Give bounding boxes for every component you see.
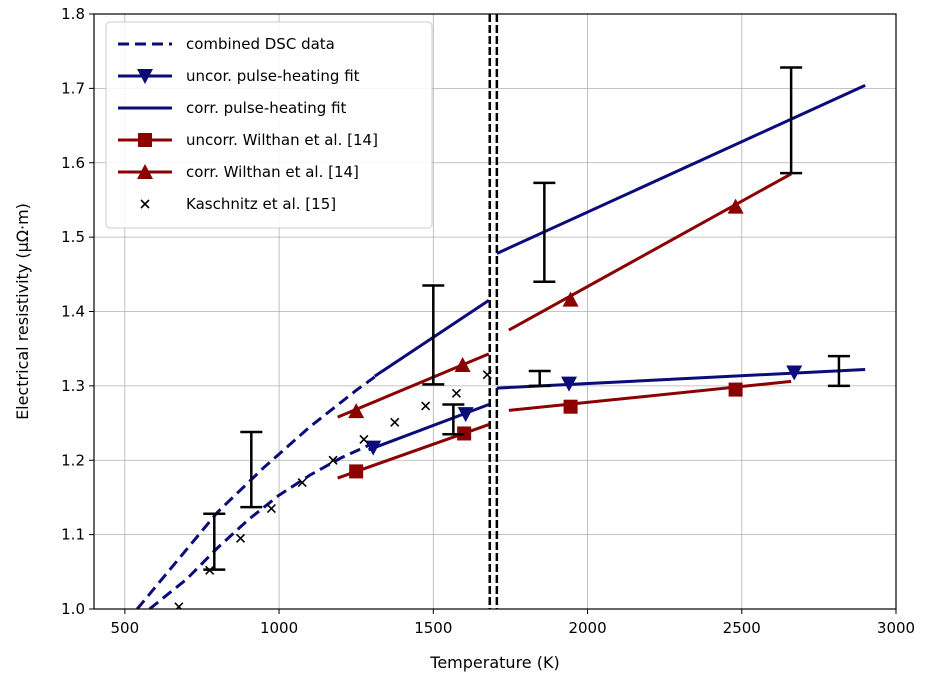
x-tick-label-3: 2000: [568, 619, 606, 637]
x-tick-label-0: 500: [111, 619, 140, 637]
series-5-point-7-b: [390, 417, 400, 427]
series-5-point-7: [390, 417, 400, 427]
plot-area: [136, 14, 866, 609]
series-1-marker-2: [561, 376, 578, 392]
series-1-marker-0: [365, 440, 382, 456]
y-tick-label-7: 1.7: [61, 79, 85, 97]
x-axis-label: Temperature (K): [429, 653, 559, 672]
series-5-point-0: [174, 602, 184, 609]
series-4-marker-1: [454, 357, 471, 373]
series-5-point-3: [266, 504, 276, 514]
error-bar-4: [528, 369, 551, 388]
legend-label-3: uncorr. Wilthan et al. [14]: [186, 131, 378, 149]
y-tick-label-6: 1.6: [61, 154, 85, 172]
series-1-segment-1: [496, 368, 866, 390]
series-5-point-10-b: [482, 370, 492, 380]
legend-entry-1: uncor. pulse-heating fit: [118, 67, 360, 85]
x-tick-label-4: 2500: [723, 619, 761, 637]
legend-entry-5: Kaschnitz et al. [15]: [140, 195, 336, 213]
error-bar-1: [240, 430, 263, 509]
series-5-point-9-b: [451, 388, 462, 398]
error-bar-7: [827, 354, 850, 388]
legend-label-5: Kaschnitz et al. [15]: [186, 195, 336, 213]
series-4-marker-2: [562, 291, 579, 307]
series-5-point-5-b: [328, 455, 338, 465]
series-3-segment-1: [508, 379, 792, 412]
series-5-point-8: [421, 401, 431, 411]
y-tick-label-4: 1.4: [61, 303, 85, 321]
series-5-point-4: [297, 477, 307, 488]
series-5-point-10: [482, 370, 492, 380]
error-bar-0: [203, 512, 226, 571]
x-tick-label-5: 3000: [877, 619, 915, 637]
y-tick-label-2: 1.2: [61, 451, 85, 469]
series-0: [136, 375, 376, 609]
series-5-point-9: [451, 388, 462, 398]
series-5-point-6-b: [359, 434, 369, 444]
series-2-segment-0: [373, 299, 490, 378]
series-5-point-2: [235, 533, 246, 543]
legend-label-2: corr. pulse-heating fit: [186, 99, 347, 117]
legend-label-0: combined DSC data: [186, 35, 335, 53]
legend: combined DSC data uncor. pulse-heating fi…: [105, 21, 433, 229]
series-3: [337, 379, 792, 480]
series-5-point-5: [328, 455, 338, 465]
x-tick-label-1: 1000: [260, 619, 298, 637]
series-5-point-4-b: [297, 477, 307, 488]
series-4: [337, 172, 792, 419]
series-2-segment-1: [496, 84, 866, 255]
axes: 500 1000 1500 2000 2500 3000 1.0 1.1 1.2 1.3 1.4 1.…: [61, 5, 915, 637]
series-5-point-6: [359, 434, 369, 444]
series-4-marker-3: [727, 198, 744, 214]
legend-marker-5: [140, 199, 150, 209]
legend-label-1: uncor. pulse-heating fit: [186, 67, 360, 85]
legend-entry-2: corr. pulse-heating fit: [118, 99, 347, 117]
y-tick-label-5: 1.5: [61, 228, 85, 246]
error-bar-2: [422, 284, 445, 386]
y-axis-label: Electrical resistivity (μΩ·m): [13, 203, 32, 420]
series-5-point-8-b: [421, 401, 431, 411]
series-4-segment-1: [508, 172, 792, 332]
legend-label-4: corr. Wilthan et al. [14]: [186, 163, 359, 181]
legend-marker-3: [138, 133, 152, 147]
series-2: [373, 84, 866, 378]
series-0-segment-1: [148, 444, 370, 609]
series-1: [365, 365, 866, 456]
legend-entry-3: uncorr. Wilthan et al. [14]: [118, 131, 378, 149]
series-3-marker-0: [349, 464, 364, 479]
series-5-point-2-b: [235, 533, 246, 543]
series-4-marker-0: [348, 403, 365, 419]
legend-marker-4: [137, 164, 153, 179]
legend-entry-4: corr. Wilthan et al. [14]: [118, 163, 359, 181]
y-tick-label-1: 1.1: [61, 526, 85, 544]
y-tick-label-0: 1.0: [61, 600, 85, 618]
legend-box: [105, 21, 433, 229]
error-bar-5: [533, 181, 556, 283]
error-bar-3: [442, 403, 465, 436]
series-1-marker-3: [786, 365, 803, 381]
error-bar-6: [780, 66, 803, 175]
series-5-point-3-b: [266, 504, 276, 514]
series-0-segment-0: [136, 375, 376, 609]
y-tick-label-3: 1.3: [61, 377, 85, 395]
series-5: [174, 370, 492, 609]
y-tick-label-8: 1.8: [61, 5, 85, 23]
series-5-point-0-b: [175, 602, 184, 609]
series-1-marker-1: [457, 407, 474, 423]
legend-marker-1: [137, 69, 153, 84]
legend-marker-5-b: [140, 199, 150, 209]
series-3-marker-2: [563, 399, 578, 414]
series-3-marker-3: [728, 382, 743, 397]
legend-entry-0: combined DSC data: [118, 35, 335, 53]
x-tick-label-2: 1500: [414, 619, 452, 637]
